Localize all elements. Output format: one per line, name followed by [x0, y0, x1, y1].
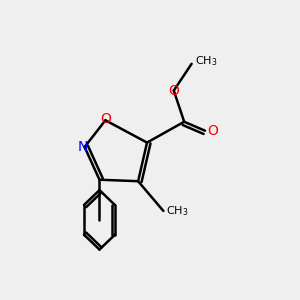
Text: CH$_3$: CH$_3$	[166, 204, 189, 218]
Text: O: O	[168, 84, 179, 98]
Text: O: O	[100, 112, 111, 126]
Text: N: N	[78, 140, 88, 154]
Text: CH$_3$: CH$_3$	[195, 54, 217, 68]
Text: O: O	[207, 124, 218, 138]
